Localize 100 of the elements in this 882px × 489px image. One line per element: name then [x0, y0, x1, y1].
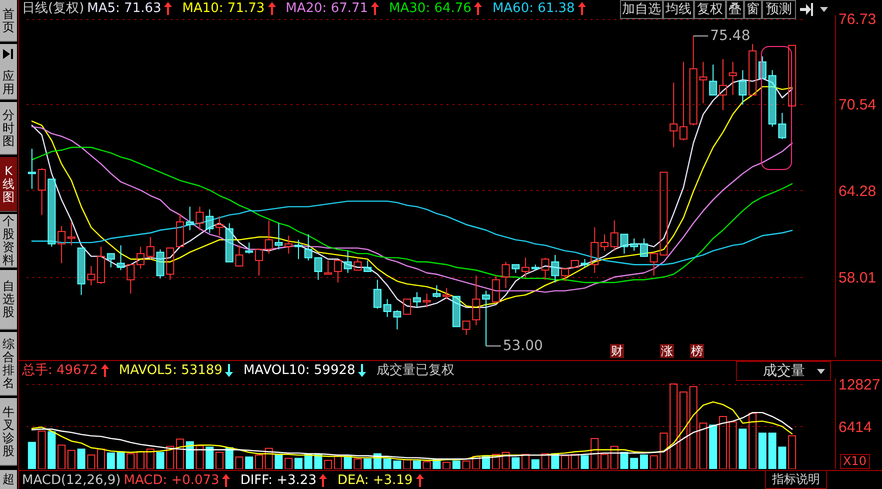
bar [788, 435, 796, 469]
bar [758, 432, 766, 469]
line-series [31, 401, 793, 461]
candlestick [600, 234, 608, 252]
bar [600, 454, 608, 469]
bar [116, 451, 125, 469]
text: MA5: 71.63 [87, 1, 162, 16]
bar [196, 445, 204, 469]
bar [28, 442, 36, 469]
candlestick [216, 216, 224, 236]
bar [344, 456, 352, 469]
y-tick-label: 58.01 [838, 269, 876, 286]
bar [87, 454, 96, 469]
text: 总手: 49672 [22, 363, 98, 378]
candlestick [344, 250, 352, 274]
candlestick [610, 220, 618, 252]
candlestick [738, 70, 747, 106]
bar [58, 444, 66, 469]
bar [156, 452, 164, 469]
y-tick-label: 12827 [838, 376, 880, 394]
bar [541, 453, 550, 469]
bar [354, 458, 362, 469]
bar [48, 431, 56, 469]
bar [442, 462, 451, 469]
sidebar-tab: 自选股 [0, 270, 17, 330]
text: MACD(12,26,9) [22, 473, 121, 488]
bar [640, 454, 648, 469]
sidebar-tab: 综合排名 [0, 332, 17, 396]
bar [748, 412, 757, 469]
bar [106, 452, 115, 469]
bar [670, 383, 678, 469]
text: DIFF: +3.23 [240, 473, 316, 488]
candlestick [186, 206, 194, 231]
text: X10 [840, 454, 870, 469]
bar [709, 424, 718, 469]
bar [136, 451, 145, 469]
line-series [31, 200, 793, 266]
bar [364, 458, 372, 469]
candlestick [422, 293, 431, 308]
bar [620, 452, 628, 469]
sidebar-tab: 应用 [0, 44, 17, 100]
annotation: 预测 [762, 0, 796, 19]
sidebar-tab: 首页 [0, 0, 17, 42]
bar [452, 460, 460, 469]
bar [77, 448, 86, 469]
bar [412, 460, 421, 469]
candlestick [670, 82, 678, 148]
candlestick [551, 254, 560, 284]
text: MAVOL10: 59928 [243, 363, 356, 378]
bar [610, 446, 618, 469]
text: DEA: +3.19 [337, 473, 413, 488]
text: 指标说明 [765, 470, 827, 489]
candlestick [472, 275, 480, 326]
annotation: 加自选 [620, 0, 663, 19]
y-tick-label: 64.28 [838, 182, 876, 200]
text: 成交量已复权 [376, 363, 454, 378]
bar [502, 452, 510, 469]
bar [166, 446, 174, 469]
annotation: 成交量 [736, 361, 831, 381]
bar [718, 416, 727, 469]
text: MA60: 61.38 [492, 1, 575, 16]
bar [284, 458, 293, 469]
bar [679, 391, 688, 469]
bar [728, 421, 737, 469]
sidebar-tab: 个股资料 [0, 214, 17, 268]
candlestick [590, 226, 599, 274]
bar [97, 448, 106, 469]
y-tick-label: 76.73 [838, 11, 876, 28]
candlestick [87, 265, 96, 286]
bar [67, 450, 76, 469]
candlestick [522, 257, 530, 278]
text: MA10: 71.73 [182, 1, 265, 16]
y-tick-label: 6414 [838, 418, 872, 436]
text: MACD: +0.073 [124, 473, 220, 488]
text: MA20: 67.71 [286, 1, 368, 16]
bar [422, 461, 431, 469]
candlestick [58, 225, 66, 264]
annotation: 财 [610, 344, 624, 358]
bar [512, 457, 520, 469]
sidebar-tab: 超 [0, 470, 17, 489]
bar [630, 458, 638, 469]
bar [186, 441, 194, 469]
line-series [31, 146, 793, 284]
line-series [31, 412, 793, 460]
bar [38, 430, 46, 469]
bar [176, 438, 184, 469]
bar [738, 428, 747, 469]
text: MAVOL5: 53189 [118, 363, 222, 378]
bar [570, 454, 579, 469]
candlestick [412, 292, 421, 308]
bar [590, 438, 599, 469]
candlestick [718, 58, 727, 111]
bar [531, 459, 540, 469]
bar [146, 448, 154, 469]
candlestick [284, 235, 293, 254]
bar [294, 458, 302, 469]
annotation: 复权 [694, 0, 726, 19]
bar [274, 454, 283, 469]
candlestick [728, 61, 737, 96]
bar [216, 452, 224, 469]
